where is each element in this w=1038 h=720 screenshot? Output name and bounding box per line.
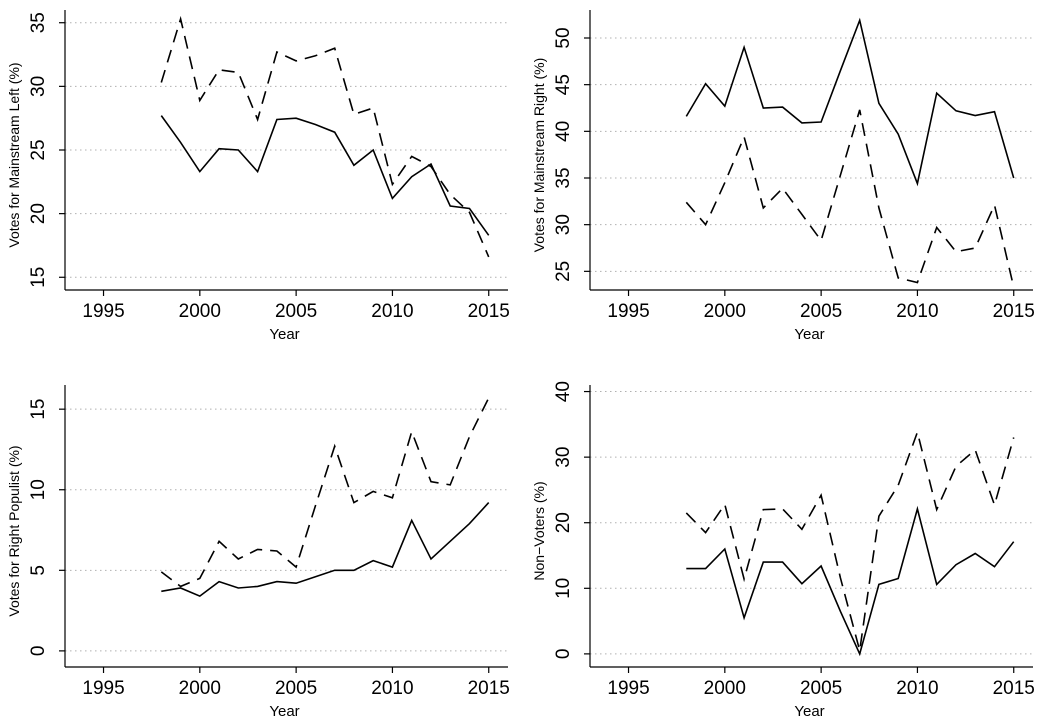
y-tick-label: 35	[28, 12, 49, 33]
y-tick-label: 0	[553, 649, 574, 660]
y-tick-label: 40	[553, 121, 574, 142]
series-line-dashed	[685, 109, 1015, 288]
y-tick-label: 20	[28, 203, 49, 224]
x-tick-label: 2005	[800, 301, 842, 322]
y-tick-label: 30	[28, 76, 49, 97]
series-line-solid	[686, 505, 1015, 657]
panel-4: 0 10 20 30 40 1995 2000 2005 2010 2015 Year Non−Vot…	[531, 381, 1035, 720]
series-line-solid	[161, 502, 490, 598]
x-tick-label: 1995	[607, 678, 649, 699]
y-axis-title: Votes for Mainstream Left (%)	[6, 62, 22, 247]
series-line-solid	[685, 17, 1015, 187]
x-tick-label: 1995	[82, 678, 124, 699]
x-tick-label: 2000	[704, 678, 746, 699]
x-tick-label: 1995	[82, 301, 124, 322]
x-tick-label: 2000	[179, 678, 221, 699]
y-axis-title: Votes for Mainstream Right (%)	[531, 58, 547, 253]
y-tick-label: 15	[28, 399, 49, 420]
x-tick-label: 2010	[896, 301, 938, 322]
y-tick-label: 30	[553, 447, 574, 468]
series-line-dashed	[160, 397, 490, 588]
x-tick-label: 2015	[468, 678, 510, 699]
x-tick-label: 2005	[800, 678, 842, 699]
x-tick-label: 2015	[468, 301, 510, 322]
y-axis-title: Votes for Right Populist (%)	[6, 445, 22, 616]
x-tick-label: 2005	[275, 678, 317, 699]
x-tick-label: 2015	[993, 301, 1035, 322]
x-tick-label: 2005	[275, 301, 317, 322]
y-tick-label: 35	[553, 167, 574, 188]
y-tick-label: 25	[28, 139, 49, 160]
x-tick-label: 2000	[179, 301, 221, 322]
x-tick-label: 2015	[993, 678, 1035, 699]
y-tick-label: 10	[28, 479, 49, 500]
x-tick-label: 2000	[704, 301, 746, 322]
x-axis-title: Year	[794, 703, 824, 720]
y-tick-label: 45	[553, 74, 574, 95]
y-tick-label: 40	[553, 381, 574, 402]
y-tick-label: 20	[553, 512, 574, 533]
panel-3: 0 5 10 15 1995 2000 2005 2010 2015 Year Votes for …	[6, 385, 510, 720]
y-tick-label: 30	[553, 214, 574, 235]
series-line-dashed	[160, 15, 490, 258]
x-axis-title: Year	[269, 703, 299, 720]
x-tick-label: 2010	[371, 301, 413, 322]
y-tick-label: 25	[553, 261, 574, 282]
y-tick-label: 10	[553, 578, 574, 599]
panel-1: 15 20 25 30 35 1995 2000 2005 2010 2015 Year Votes …	[6, 10, 510, 343]
x-tick-label: 2010	[371, 678, 413, 699]
panel-2: 25 30 35 40 45 50 1995 2000 2005 2010 2015 Year Vote…	[531, 10, 1035, 343]
y-tick-label: 15	[28, 267, 49, 288]
y-tick-label: 50	[553, 27, 574, 48]
x-axis-title: Year	[269, 326, 299, 343]
x-tick-label: 1995	[607, 301, 649, 322]
y-tick-label: 5	[28, 565, 49, 576]
y-tick-label: 0	[28, 646, 49, 657]
x-axis-title: Year	[794, 326, 824, 343]
y-axis-title: Non−Voters (%)	[531, 481, 547, 580]
series-line-solid	[160, 115, 490, 236]
series-line-dashed	[685, 429, 1015, 651]
x-tick-label: 2010	[896, 678, 938, 699]
